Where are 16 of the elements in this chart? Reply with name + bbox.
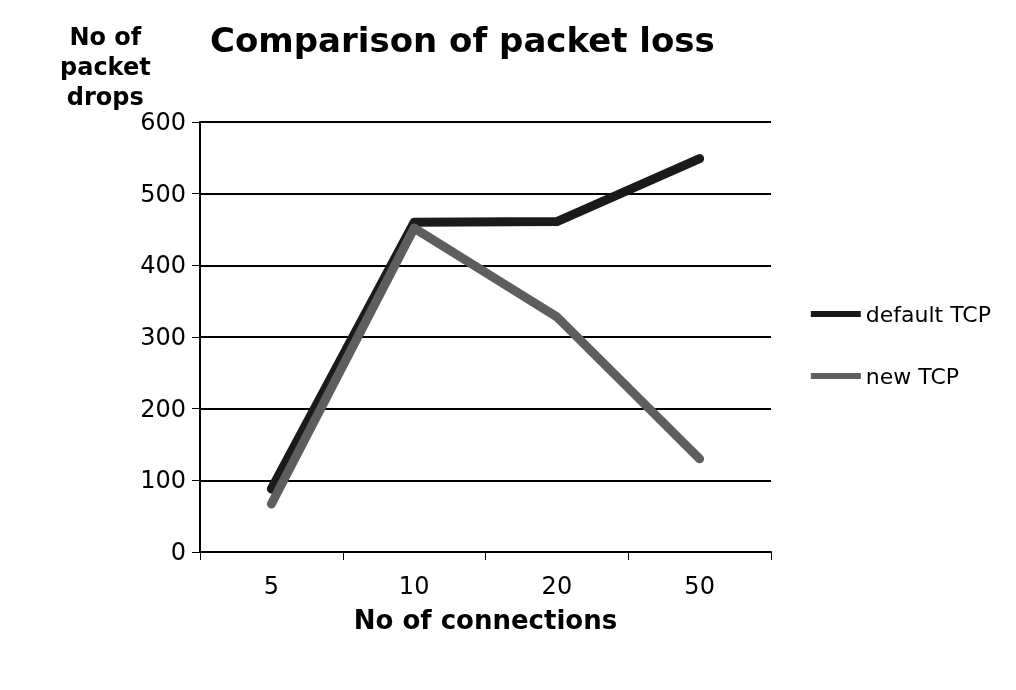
y-tick-label: 200 bbox=[140, 394, 186, 423]
y-tick-label: 0 bbox=[170, 538, 186, 566]
x-tick-label: 5 bbox=[263, 572, 280, 600]
y-axis-title: No of packet drops bbox=[60, 23, 151, 111]
y-tick-label: 500 bbox=[140, 179, 186, 208]
x-tick-label: 50 bbox=[684, 572, 715, 600]
x-axis-title: No of connections bbox=[353, 605, 618, 635]
chart-title: Comparison of packet loss bbox=[210, 20, 715, 60]
y-tick-label: 100 bbox=[140, 466, 186, 495]
y-tick-label: 600 bbox=[140, 108, 186, 136]
y-tick-label: 400 bbox=[140, 251, 186, 280]
y-tick-label: 300 bbox=[140, 323, 186, 351]
x-tick-label: 10 bbox=[398, 572, 430, 600]
x-tick-label: 20 bbox=[541, 572, 573, 600]
legend-label: new TCP bbox=[865, 363, 960, 389]
legend-label: default TCP bbox=[865, 301, 992, 327]
